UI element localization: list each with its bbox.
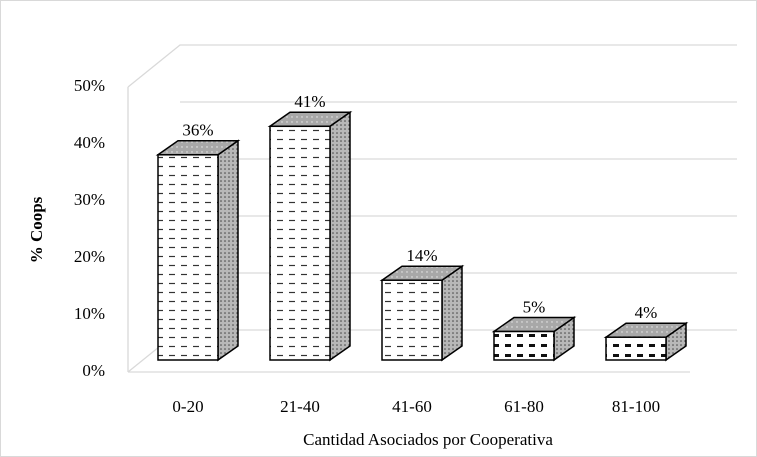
x-tick-label: 61-80 — [504, 397, 544, 416]
x-tick-label: 41-60 — [392, 397, 432, 416]
bar-front — [157, 154, 219, 361]
value-label: 5% — [523, 297, 546, 316]
bar — [603, 321, 689, 362]
bar — [491, 316, 577, 362]
bar-side — [329, 110, 351, 362]
x-tick-label: 0-20 — [172, 397, 203, 416]
y-tick-label: 0% — [82, 361, 105, 380]
bar — [379, 264, 465, 362]
bar-front — [269, 125, 331, 361]
value-label: 14% — [406, 246, 437, 265]
y-tick-label: 40% — [74, 133, 105, 152]
bar — [267, 110, 353, 362]
y-tick-label: 10% — [74, 304, 105, 323]
x-axis-title: Cantidad Asociados por Cooperativa — [303, 430, 553, 449]
y-axis-title: % Coops — [27, 196, 46, 263]
y-tick-label: 20% — [74, 247, 105, 266]
bar-side — [441, 264, 463, 362]
x-tick-label: 81-100 — [612, 397, 660, 416]
grid-line — [127, 44, 737, 88]
value-label: 36% — [182, 121, 213, 140]
bar-front — [381, 279, 443, 361]
bar-front — [605, 336, 667, 361]
y-tick-label: 50% — [74, 76, 105, 95]
bar — [155, 139, 241, 362]
x-tick-label: 21-40 — [280, 397, 320, 416]
bar-front — [493, 330, 555, 361]
value-label: 4% — [635, 303, 658, 322]
bar-side — [217, 139, 239, 362]
y-tick-label: 30% — [74, 190, 105, 209]
value-label: 41% — [294, 92, 325, 111]
